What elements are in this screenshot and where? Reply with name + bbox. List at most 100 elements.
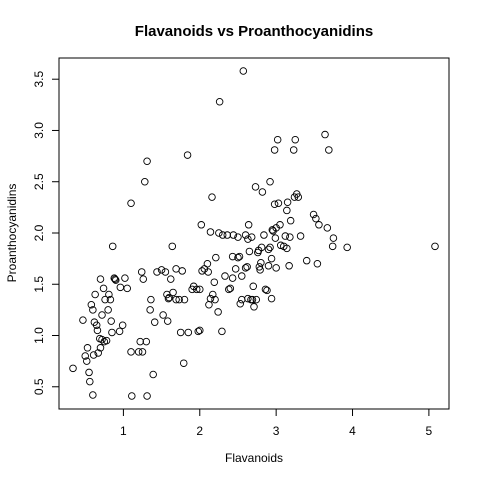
data-point-87 [206, 294, 215, 303]
points-layer [69, 67, 439, 400]
data-point-100 [223, 231, 232, 239]
data-point-161 [286, 233, 294, 241]
data-point-68 [175, 295, 183, 304]
data-point-177 [328, 242, 337, 251]
x-tick-label-0: 1 [120, 424, 127, 438]
data-point-138 [264, 262, 273, 270]
data-point-13 [92, 321, 101, 330]
data-point-180 [431, 242, 439, 251]
data-point-69 [176, 328, 185, 337]
data-point-37 [121, 274, 129, 282]
data-point-98 [218, 231, 227, 239]
data-point-72 [180, 295, 189, 304]
x-axis-label: Flavanoids [225, 451, 283, 465]
data-point-49 [143, 392, 151, 400]
data-point-21 [99, 284, 108, 293]
data-point-160 [285, 262, 293, 270]
data-point-127 [252, 295, 261, 304]
data-point-44 [137, 268, 146, 276]
data-point-173 [315, 221, 323, 229]
data-point-17 [96, 275, 105, 283]
data-point-111 [238, 272, 246, 280]
data-point-35 [116, 283, 125, 292]
data-point-124 [249, 282, 257, 291]
data-point-0 [69, 364, 77, 373]
data-point-144 [268, 226, 277, 234]
y-tick-label-6: 3.5 [32, 71, 46, 88]
data-point-19 [98, 335, 106, 344]
data-point-46 [139, 275, 148, 283]
data-point-78 [194, 327, 202, 336]
data-point-31 [110, 274, 118, 282]
data-point-54 [150, 318, 159, 326]
data-point-85 [204, 268, 212, 276]
data-point-2 [81, 352, 89, 360]
data-point-175 [323, 224, 332, 232]
data-point-106 [231, 265, 240, 273]
data-point-86 [205, 301, 213, 309]
data-point-146 [270, 200, 279, 209]
data-point-136 [261, 285, 270, 294]
data-point-159 [283, 198, 292, 206]
data-point-133 [257, 243, 266, 252]
data-point-48 [142, 337, 151, 346]
data-point-61 [164, 294, 173, 303]
data-point-158 [283, 244, 291, 253]
data-point-137 [263, 286, 271, 295]
data-point-64 [168, 242, 177, 251]
data-point-6 [86, 377, 94, 386]
data-point-107 [234, 233, 242, 241]
data-point-74 [184, 328, 193, 337]
data-point-90 [209, 290, 217, 299]
x-tick-label-2: 3 [273, 424, 280, 438]
data-point-36 [118, 321, 127, 330]
data-point-15 [94, 349, 102, 357]
data-point-125 [250, 303, 258, 311]
data-point-126 [251, 183, 260, 191]
data-point-43 [136, 337, 144, 346]
data-point-25 [104, 306, 112, 314]
data-point-102 [226, 284, 235, 293]
data-point-169 [302, 256, 311, 265]
data-point-109 [235, 252, 244, 261]
data-point-34 [115, 327, 124, 336]
data-point-92 [211, 295, 219, 304]
x-axis: 1 2 3 4 5 [120, 408, 433, 438]
data-point-170 [309, 210, 318, 219]
data-point-4 [83, 344, 92, 352]
data-point-23 [101, 295, 109, 304]
data-point-77 [192, 285, 201, 294]
y-tick-label-3: 2.0 [32, 224, 46, 241]
data-point-18 [96, 344, 105, 352]
data-point-65 [169, 288, 177, 297]
data-point-120 [245, 247, 254, 256]
data-point-154 [276, 241, 285, 250]
data-point-132 [257, 258, 265, 267]
data-point-162 [286, 216, 295, 225]
y-axis: 0.5 1.0 1.5 2.0 2.5 3.0 3.5 [32, 71, 60, 395]
data-point-10 [89, 351, 98, 359]
x-tick-label-3: 4 [349, 424, 356, 438]
data-point-30 [108, 242, 117, 251]
plot-area-frame [58, 57, 450, 410]
data-point-89 [208, 193, 216, 201]
data-point-3 [82, 357, 91, 365]
data-point-171 [312, 214, 320, 223]
data-point-99 [221, 272, 229, 280]
data-point-8 [89, 391, 97, 399]
data-point-167 [294, 193, 303, 201]
data-point-112 [238, 295, 246, 304]
data-point-42 [134, 348, 143, 356]
data-point-103 [228, 274, 237, 282]
data-point-52 [147, 295, 155, 304]
data-point-40 [127, 199, 135, 208]
data-point-51 [146, 306, 154, 314]
data-point-62 [165, 293, 173, 302]
data-point-97 [218, 327, 226, 336]
data-point-9 [89, 306, 97, 314]
data-point-12 [91, 290, 99, 299]
x-tick-label-1: 2 [196, 424, 203, 438]
data-point-179 [343, 243, 351, 252]
data-point-14 [93, 326, 102, 335]
